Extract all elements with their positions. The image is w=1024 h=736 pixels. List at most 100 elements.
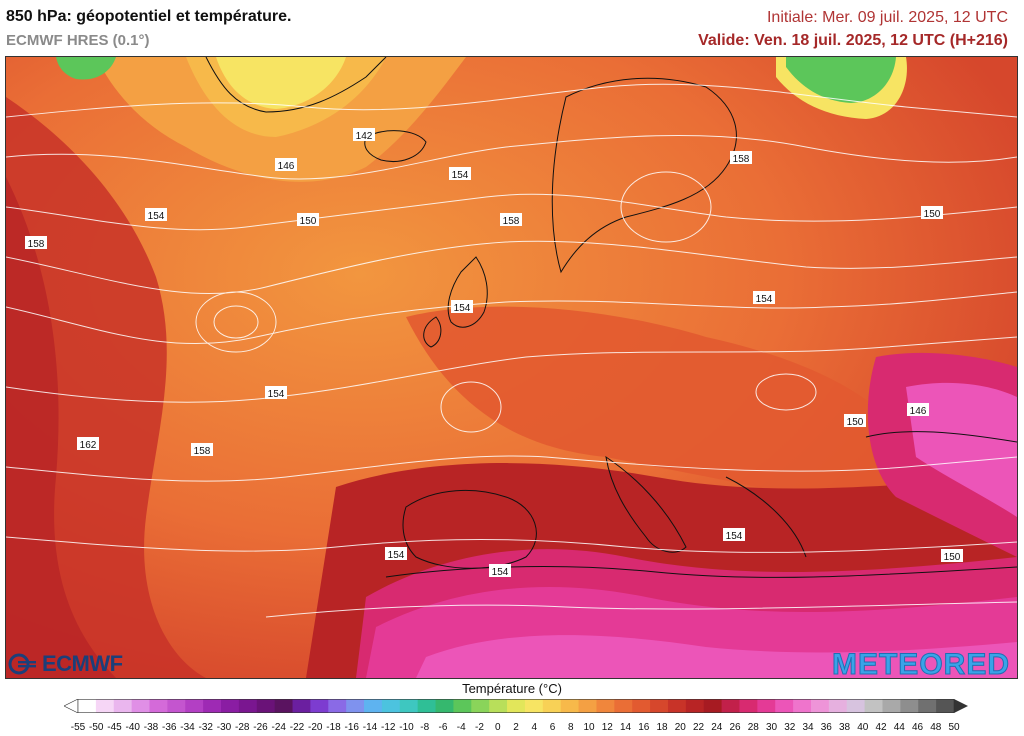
legend-tick-label: -32 xyxy=(198,722,213,733)
legend-swatch xyxy=(471,699,490,713)
contour-label: 158 xyxy=(733,154,750,165)
legend-swatch xyxy=(560,699,580,713)
legend-swatch xyxy=(149,699,168,713)
legend-tick-label: -50 xyxy=(89,722,104,733)
geopotential-contours xyxy=(6,83,1017,618)
contour-label: 154 xyxy=(726,531,743,542)
legend-swatch xyxy=(775,699,794,713)
legend-tick-label: 8 xyxy=(567,722,574,733)
legend-tick-label: 16 xyxy=(638,722,650,733)
legend-swatch xyxy=(578,699,597,713)
legend-swatch xyxy=(328,699,347,713)
legend-swatch xyxy=(167,699,186,713)
legend-colorbar xyxy=(64,699,968,713)
map-canvas: 146 142 154 158 150 154 158 158 150 154 … xyxy=(6,57,1017,678)
legend-swatch xyxy=(685,699,705,713)
contour-label: 154 xyxy=(452,170,469,181)
meteored-logo: METEORED xyxy=(831,648,1010,682)
contour-label: 154 xyxy=(388,550,405,561)
legend-swatch xyxy=(632,699,651,713)
ireland-coast xyxy=(423,316,442,348)
legend-swatch xyxy=(203,699,222,713)
legend-tick-label: -28 xyxy=(235,722,250,733)
model-label: ECMWF HRES (0.1°) xyxy=(6,32,150,49)
legend-swatch xyxy=(78,699,97,713)
legend-swatch xyxy=(507,699,526,713)
legend-swatch xyxy=(381,699,401,713)
north-africa-coast xyxy=(385,566,1017,578)
contour-label: 158 xyxy=(28,239,45,250)
contour-label: 154 xyxy=(268,389,285,400)
contour-label: 146 xyxy=(910,406,927,417)
contour-label: 154 xyxy=(756,294,773,305)
legend-swatch xyxy=(793,699,812,713)
legend-tick-label: 22 xyxy=(692,722,705,733)
legend-swatch xyxy=(256,699,276,713)
cold-pool-ne xyxy=(786,57,896,103)
legend-swatch xyxy=(757,699,776,713)
legend-tick-label: -40 xyxy=(125,722,140,733)
legend-tick-label: -45 xyxy=(107,722,122,733)
contour-label: 154 xyxy=(148,211,165,222)
hot-area-east-core xyxy=(906,382,1017,517)
legend-tick-label: -12 xyxy=(381,722,396,733)
ecmwf-logo: ECMWF xyxy=(8,651,123,677)
legend-swatch xyxy=(846,699,866,713)
legend-tick-label: -20 xyxy=(308,722,323,733)
legend-swatch xyxy=(417,699,437,713)
legend-swatch xyxy=(864,699,883,713)
legend-tick-label: 14 xyxy=(619,722,632,733)
iberia-coast xyxy=(402,490,537,569)
legend-tick-label: -14 xyxy=(362,722,378,733)
temperature-legend xyxy=(64,699,968,713)
legend-tick-label: -24 xyxy=(271,722,286,733)
contour-label: 158 xyxy=(503,216,520,227)
legend-tick-label: -34 xyxy=(180,722,195,733)
legend-arrow-high xyxy=(954,699,968,713)
british-isles-coast xyxy=(447,256,488,328)
legend-swatch xyxy=(703,699,723,713)
contour-labels: 146 142 154 158 150 154 158 158 150 154 … xyxy=(25,128,963,578)
contour-label: 154 xyxy=(492,567,509,578)
legend-swatch xyxy=(596,699,615,713)
contour-label: 150 xyxy=(300,216,317,227)
legend-tick-label: 44 xyxy=(893,722,905,733)
legend-swatch xyxy=(364,699,383,713)
valid-time: Valide: Ven. 18 juil. 2025, 12 UTC (H+21… xyxy=(698,32,1008,49)
legend-tick-label: 50 xyxy=(948,722,960,733)
cold-pool-greenland xyxy=(216,57,346,109)
legend-tick-label: 32 xyxy=(784,722,796,733)
legend-swatch xyxy=(918,699,937,713)
legend-swatch xyxy=(399,699,419,713)
warm-band-west-core xyxy=(6,177,116,678)
warm-band-west xyxy=(6,97,206,678)
turkey-coast xyxy=(865,431,1017,443)
legend-tick-label: -10 xyxy=(399,722,414,733)
contour-label: 142 xyxy=(356,131,373,142)
legend-tick-label: -30 xyxy=(216,722,232,733)
map-title: 850 hPa: géopotentiel et température. xyxy=(6,8,292,25)
legend-tick-label: 42 xyxy=(875,722,887,733)
legend-tick-label: 6 xyxy=(549,722,556,733)
legend-swatch xyxy=(810,699,830,713)
legend-swatch xyxy=(828,699,848,713)
warm-area-central xyxy=(406,306,906,527)
legend-ticks: -55 -50 -45 -40 -38 -36 -34 -32 -30 -28 -26 -24 -22-… xyxy=(0,722,1024,736)
legend-swatch xyxy=(435,699,454,713)
weather-map[interactable]: 146 142 154 158 150 154 158 158 150 154 … xyxy=(5,56,1018,679)
cold-pool-nw xyxy=(56,57,116,80)
legend-tick-label: -55 xyxy=(70,722,86,733)
legend-tick-label: 24 xyxy=(711,722,723,733)
legend-tick-label: -22 xyxy=(289,722,305,733)
legend-tick-label: 36 xyxy=(820,722,832,733)
contour-label: 158 xyxy=(194,446,211,457)
legend-tick-label: 40 xyxy=(857,722,869,733)
legend-swatch xyxy=(721,699,740,713)
legend-arrow-low xyxy=(64,699,79,713)
legend-swatch xyxy=(346,699,365,713)
legend-tick-label: -18 xyxy=(326,722,341,733)
legend-swatch xyxy=(292,699,311,713)
initial-time: Initiale: Mer. 09 juil. 2025, 12 UTC xyxy=(766,9,1008,26)
legend-swatch xyxy=(274,699,294,713)
legend-tick-label: 34 xyxy=(802,722,814,733)
